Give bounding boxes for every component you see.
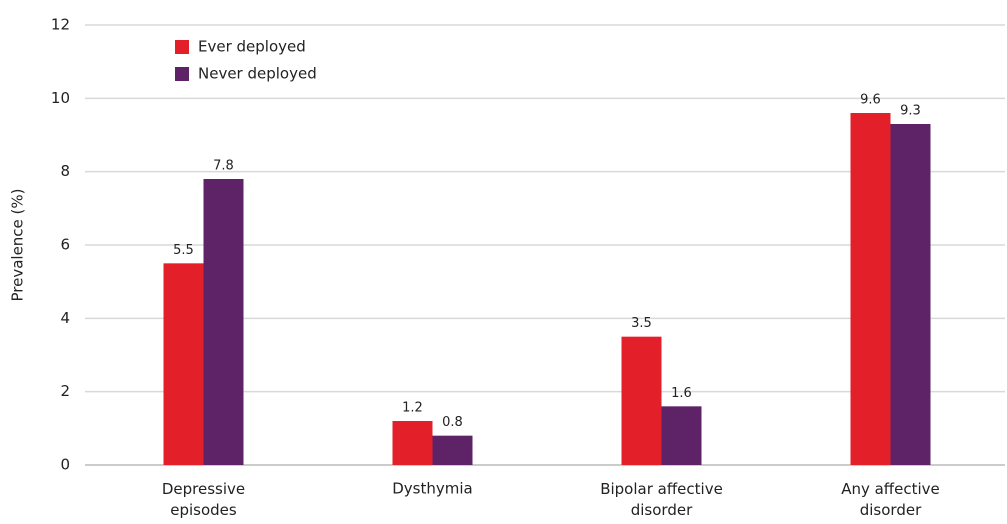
- y-tick-label: 2: [60, 382, 70, 400]
- x-tick-label: Dysthymia: [392, 480, 472, 498]
- bar: [890, 124, 931, 465]
- legend-label: Never deployed: [198, 65, 317, 83]
- legend-swatch: [175, 40, 189, 54]
- value-label: 7.8: [213, 159, 234, 174]
- value-label: 9.6: [860, 93, 881, 108]
- y-tick-label: 0: [60, 456, 70, 474]
- y-tick-label: 6: [60, 236, 70, 254]
- value-label: 3.5: [631, 316, 652, 331]
- bar: [850, 113, 891, 465]
- bar: [621, 336, 662, 465]
- value-label: 5.5: [173, 243, 194, 258]
- value-label: 1.6: [671, 386, 692, 401]
- x-tick-label: Depressive episodes: [162, 480, 245, 519]
- legend-label: Ever deployed: [198, 38, 306, 56]
- x-tick-label: Bipolar affective disorder: [600, 480, 723, 519]
- y-axis-label: Prevalence (%): [9, 188, 27, 301]
- value-label: 9.3: [900, 104, 921, 119]
- y-tick-label: 8: [60, 162, 70, 180]
- y-tick-label: 10: [51, 89, 70, 107]
- y-tick-label: 4: [60, 309, 70, 327]
- bar: [203, 179, 244, 465]
- bar: [432, 435, 473, 465]
- bar: [661, 406, 702, 465]
- bar: [392, 421, 433, 465]
- bar: [163, 263, 204, 465]
- y-tick-label: 12: [51, 16, 70, 34]
- value-label: 0.8: [442, 415, 463, 430]
- legend-swatch: [175, 67, 189, 81]
- x-tick-label: Any affective disorder: [841, 480, 940, 519]
- value-label: 1.2: [402, 401, 423, 416]
